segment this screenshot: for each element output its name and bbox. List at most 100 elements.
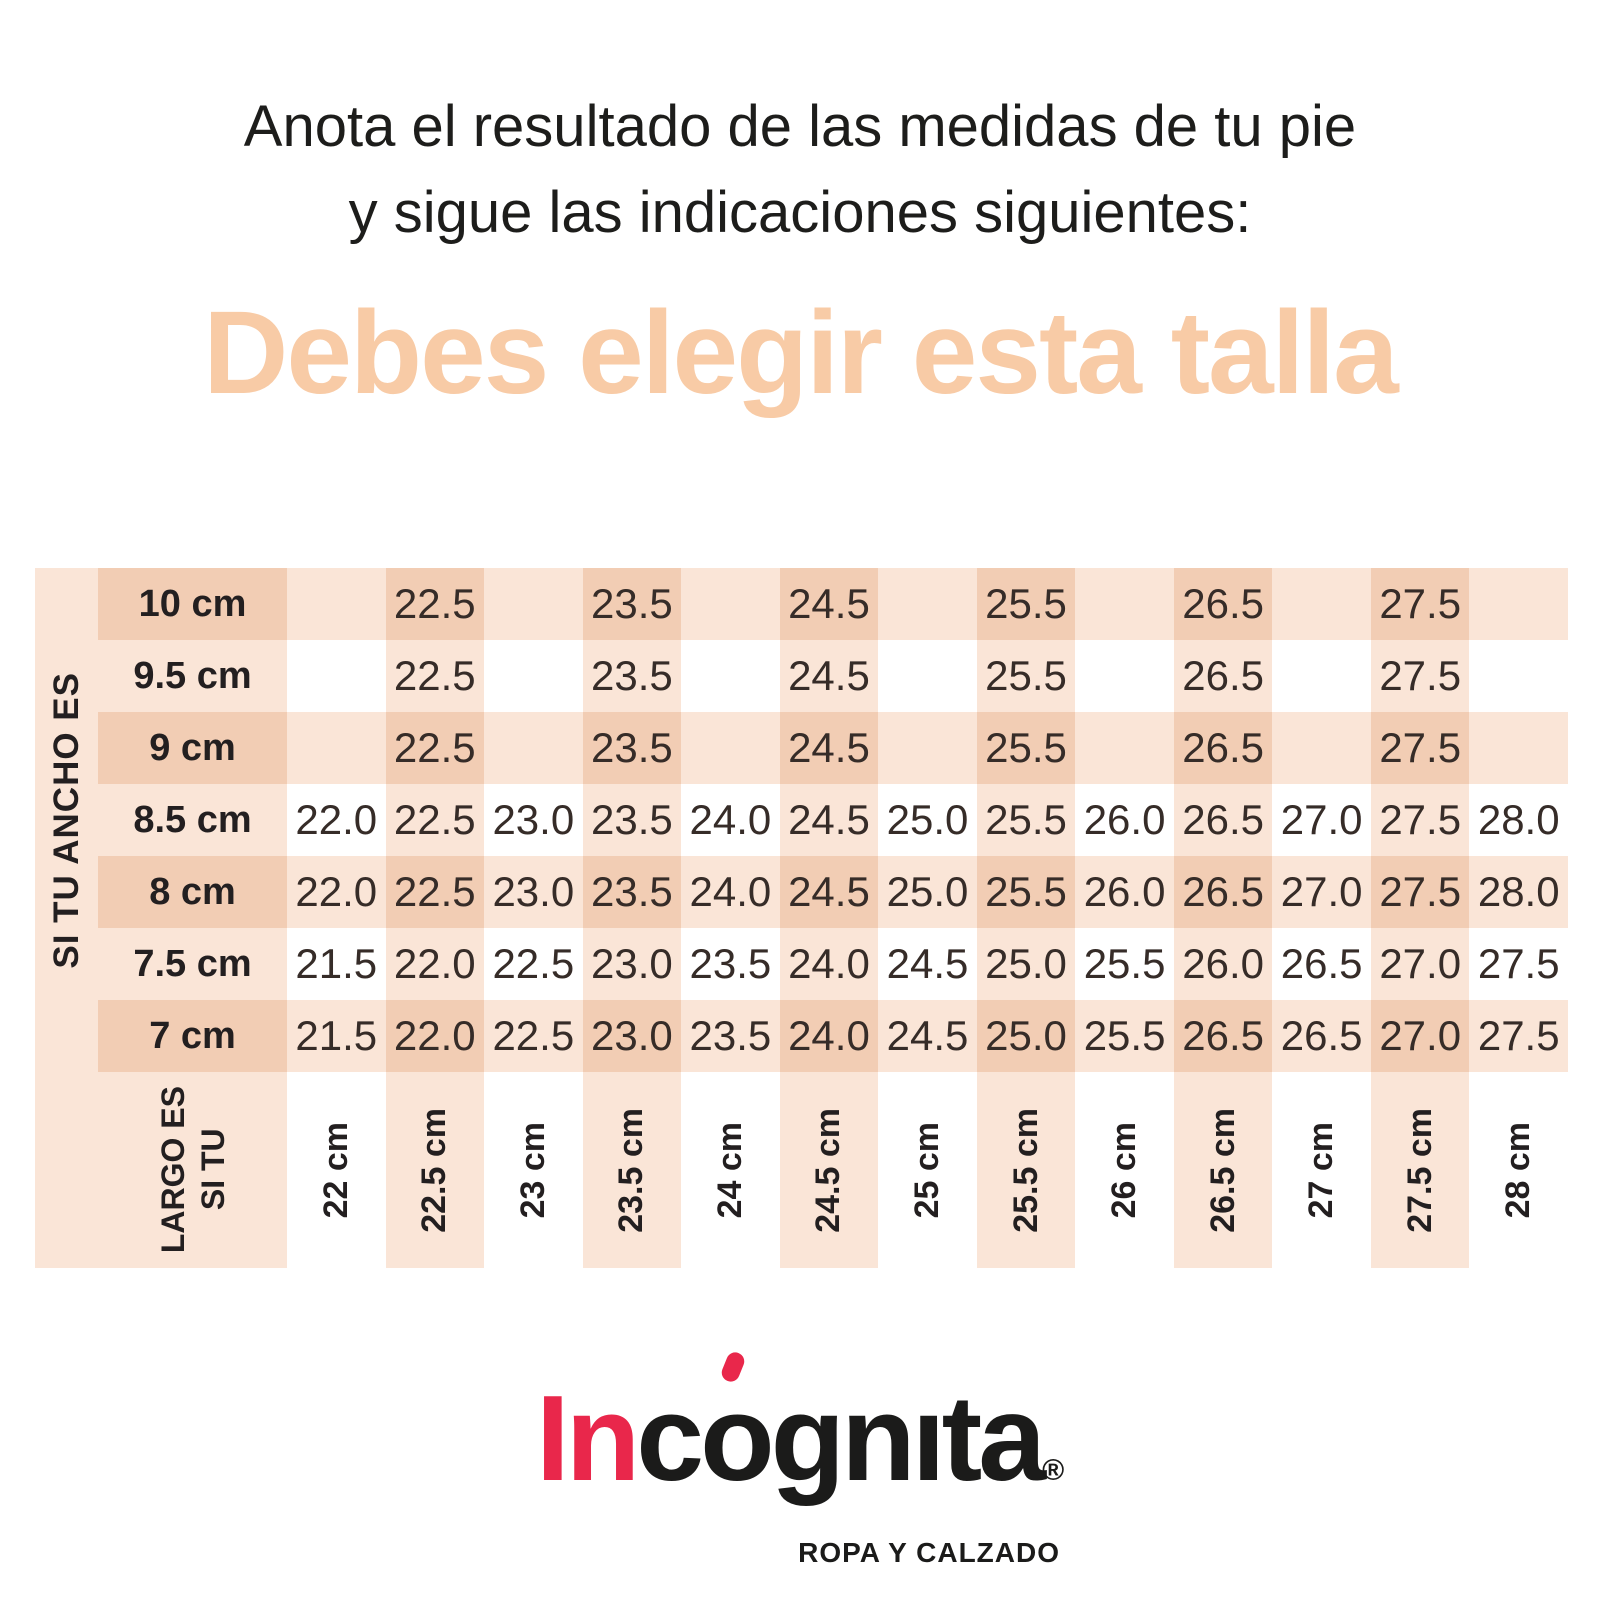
size-cell — [878, 712, 977, 784]
size-value: 24.0 — [689, 868, 772, 915]
row-label-text: 7 cm — [149, 1014, 236, 1057]
size-value: 26.0 — [1083, 868, 1166, 915]
size-cell: 24.5 — [779, 568, 879, 640]
size-cell: 21.5 — [287, 928, 386, 1000]
size-cell — [1272, 568, 1371, 640]
size-value: 26.0 — [1182, 940, 1264, 987]
column-label: 23 cm — [484, 1072, 583, 1268]
size-cell: 26.5 — [1173, 568, 1273, 640]
size-cell: 25.0 — [976, 928, 1076, 1000]
size-cell: 23.5 — [681, 928, 780, 1000]
size-value: 26.5 — [1182, 868, 1264, 915]
size-value: 27.5 — [1477, 1012, 1560, 1059]
column-label-text: 26 cm — [1105, 1121, 1144, 1219]
size-cell: 27.0 — [1272, 784, 1371, 856]
size-cell — [1469, 712, 1568, 784]
hero-heading: Debes elegir esta talla — [203, 287, 1399, 419]
size-cell: 22.5 — [385, 784, 485, 856]
size-cell — [1075, 568, 1174, 640]
size-cell: 24.5 — [878, 928, 977, 1000]
size-cell: 22.5 — [484, 928, 583, 1000]
title-line-1: Anota el resultado de las medidas de tu … — [243, 94, 1357, 159]
size-cell: 26.0 — [1075, 784, 1174, 856]
size-cell: 24.5 — [779, 712, 879, 784]
brand-wordmark-red: In — [535, 1370, 640, 1506]
size-cell: 26.0 — [1173, 928, 1273, 1000]
size-cell — [287, 712, 386, 784]
size-value: 23.5 — [591, 796, 673, 843]
row-label: 7 cm — [98, 1000, 287, 1072]
column-label-text: 23 cm — [513, 1121, 552, 1219]
size-cell: 27.0 — [1370, 1000, 1470, 1072]
column-label: 27.5 cm — [1370, 1072, 1470, 1268]
size-value: 22.0 — [393, 940, 476, 987]
size-cell: 24.0 — [681, 784, 780, 856]
ancho-axis-band: SI TU ANCHO ES — [35, 568, 98, 1072]
column-label: 26.5 cm — [1173, 1072, 1273, 1268]
row-label: 8 cm — [98, 856, 287, 928]
size-value: 22.5 — [393, 580, 476, 627]
brand-wordmark-rest: gnıta — [770, 1370, 1046, 1506]
size-cell: 22.5 — [385, 856, 485, 928]
size-value: 27.0 — [1280, 796, 1363, 843]
row-label-text: 9 cm — [149, 726, 236, 769]
size-cell: 22.5 — [385, 568, 485, 640]
size-cell: 22.0 — [385, 1000, 485, 1072]
size-cell: 27.5 — [1469, 928, 1568, 1000]
size-value: 22.5 — [492, 1012, 575, 1059]
size-cell: 21.5 — [287, 1000, 386, 1072]
size-cell: 26.5 — [1173, 784, 1273, 856]
size-value: 27.5 — [1379, 868, 1462, 915]
size-value: 26.0 — [1083, 796, 1166, 843]
size-cell: 26.0 — [1075, 856, 1174, 928]
size-cell: 27.5 — [1370, 568, 1470, 640]
size-value: 24.5 — [788, 652, 870, 699]
size-cell: 25.5 — [1075, 1000, 1174, 1072]
size-cell: 24.5 — [779, 856, 879, 928]
row-label: 9 cm — [98, 712, 287, 784]
size-cell: 26.5 — [1173, 1000, 1273, 1072]
size-value: 24.0 — [689, 796, 772, 843]
column-label-text: 25.5 cm — [1006, 1107, 1045, 1233]
column-label: 28 cm — [1469, 1072, 1568, 1268]
size-value: 24.5 — [886, 940, 969, 987]
size-cell: 25.0 — [976, 1000, 1076, 1072]
brand-wordmark-c: c — [636, 1370, 704, 1506]
row-label: 10 cm — [98, 568, 287, 640]
size-value: 27.5 — [1379, 724, 1462, 771]
size-value: 26.5 — [1280, 940, 1363, 987]
size-value: 26.5 — [1182, 724, 1264, 771]
size-cell — [681, 640, 780, 712]
size-cell — [1469, 568, 1568, 640]
size-cell: 25.0 — [878, 784, 977, 856]
column-label: 22 cm — [287, 1072, 386, 1268]
size-cell: 26.5 — [1272, 1000, 1371, 1072]
size-value: 27.5 — [1379, 796, 1462, 843]
size-value: 22.0 — [295, 868, 378, 915]
brand-logo: Inco gnıta® ROPA Y CALZADO — [0, 1349, 1600, 1569]
size-value: 25.5 — [1083, 1012, 1166, 1059]
size-value: 22.5 — [393, 796, 476, 843]
size-cell: 25.5 — [976, 784, 1076, 856]
size-value: 22.0 — [295, 796, 378, 843]
size-cell: 23.5 — [582, 640, 682, 712]
column-label-text: 23.5 cm — [612, 1107, 651, 1233]
brand-wordmark: Inco gnıta® — [535, 1349, 1064, 1551]
size-cell — [484, 568, 583, 640]
size-cell — [878, 568, 977, 640]
size-cell: 28.0 — [1469, 784, 1568, 856]
size-cell: 26.5 — [1173, 640, 1273, 712]
largo-axis-cell: LARGO ES SI TU — [98, 1072, 287, 1268]
size-cell — [681, 712, 780, 784]
size-value: 22.5 — [492, 940, 575, 987]
column-label-text: 22 cm — [316, 1121, 355, 1219]
page-title: Anota el resultado de las medidas de tu … — [0, 84, 1600, 256]
size-value: 25.0 — [985, 1012, 1067, 1059]
size-value: 27.0 — [1280, 868, 1363, 915]
column-label: 24.5 cm — [779, 1072, 879, 1268]
column-label: 25 cm — [878, 1072, 977, 1268]
size-cell — [484, 712, 583, 784]
size-cell — [1075, 712, 1174, 784]
row-label-text: 7.5 cm — [133, 942, 252, 985]
size-value: 22.5 — [393, 724, 476, 771]
